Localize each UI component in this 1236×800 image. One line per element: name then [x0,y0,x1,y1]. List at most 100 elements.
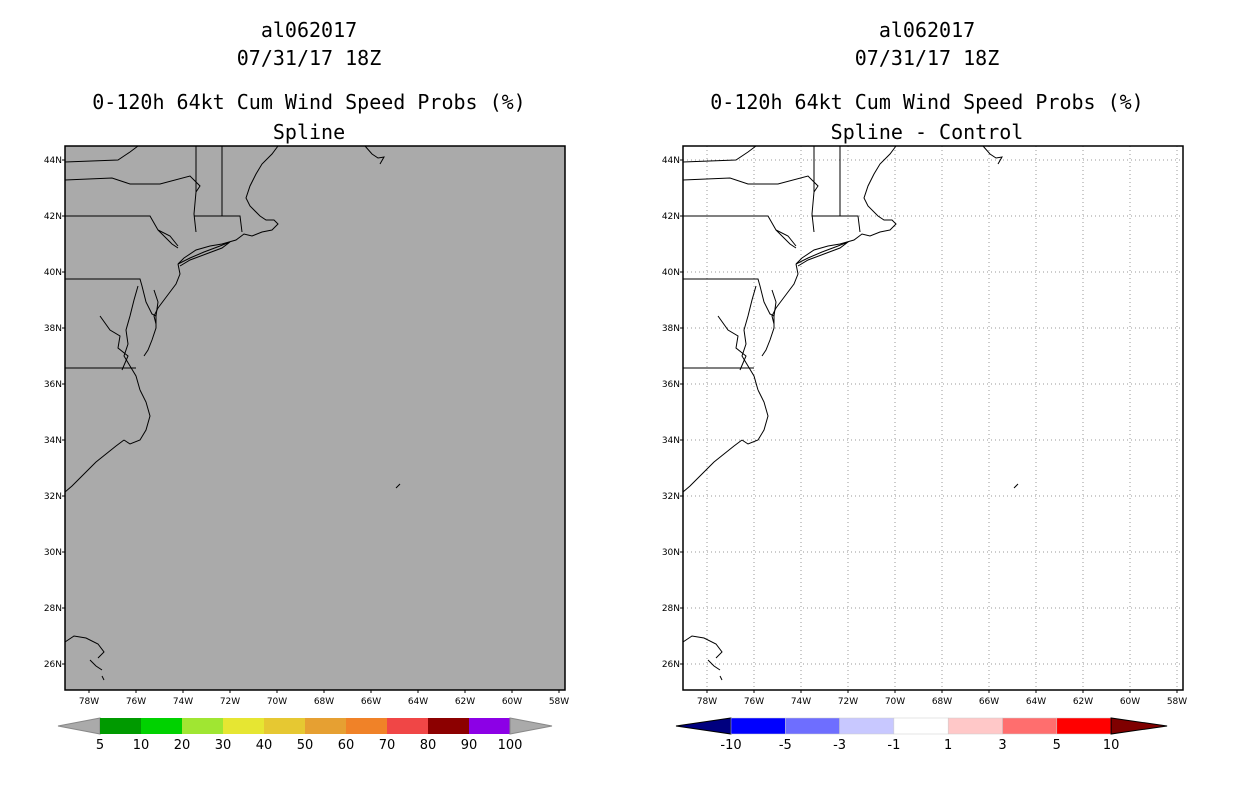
colorbar-cell [346,718,387,734]
colorbar-cell [428,718,469,734]
lat-label: 26N [44,660,62,670]
colorbar-cell [785,717,840,735]
colorbar-label: 100 [498,738,523,752]
storm-id-title: al062017 [878,18,976,42]
colorbar-label: 30 [215,738,232,752]
coastline-and-borders [64,145,401,681]
colorbar-label: 40 [256,738,273,752]
lat-label: 42N [662,212,680,222]
datetime-title: 07/31/17 18Z [854,46,1000,70]
longitude-labels: 78W 76W 74W 72W 70W 68W 66W 64W 62W 60W 58W [697,690,1187,707]
lon-label: 72W [838,697,858,707]
colorbar-cell [387,718,428,734]
map-background [65,146,565,690]
colorbar-cell [100,718,141,734]
lon-label: 70W [885,697,905,707]
lat-label: 40N [44,268,62,278]
lon-label: 62W [1073,697,1093,707]
longitude-labels: 78W 76W 74W 72W 70W 68W 66W 64W 62W 60W 58W [79,690,569,707]
lat-label: 36N [44,380,62,390]
colorbar-label: 20 [174,738,191,752]
colorbar-label: -10 [720,738,741,752]
lat-label: 40N [662,268,680,278]
probability-colorbar: 5 10 20 30 40 50 60 70 80 90 100 [57,717,553,752]
gridlines [683,146,1183,690]
colorbar-label: 60 [338,738,355,752]
lat-label: 34N [662,436,680,446]
lat-label: 44N [44,156,62,166]
left-panel: al062017 07/31/17 18Z 0-120h 64kt Cum Wi… [44,18,569,752]
colorbar-label: 80 [420,738,437,752]
lon-label: 60W [502,697,522,707]
lon-label: 76W [744,697,764,707]
colorbar-label: -1 [887,738,900,752]
lat-label: 26N [662,660,680,670]
colorbar-cell [1002,717,1058,735]
lat-label: 32N [662,492,680,502]
lat-label: 44N [662,156,680,166]
colorbar-low-arrow [57,717,101,735]
colorbar-high-arrow [509,717,553,735]
colorbar-cell [839,717,895,735]
lon-label: 78W [697,697,717,707]
colorbar-label: 1 [944,738,952,752]
colorbar-cell [182,718,223,734]
probability-map: 44N 42N 40N 38N 36N 34N 32N 30N 28N 26N 78W 76W 74W… [44,145,569,707]
colorbar-cell [730,717,786,735]
lon-label: 64W [408,697,428,707]
storm-id-title: al062017 [260,18,358,42]
product-title: 0-120h 64kt Cum Wind Speed Probs (%) [710,90,1144,114]
colorbar-label: 3 [998,738,1006,752]
colorbar-low-arrow [675,717,732,735]
lat-label: 38N [662,324,680,334]
colorbar-cell [264,718,305,734]
colorbar-label: 5 [96,738,104,752]
panel-subtitle: Spline - Control [830,120,1024,144]
lat-label: 42N [44,212,62,222]
lat-label: 30N [662,548,680,558]
colorbar-high-arrow [1110,717,1168,735]
difference-map: 44N 42N 40N 38N 36N 34N 32N 30N 28N 26N 78W 76W 74W… [662,145,1187,707]
colorbar-label: 70 [379,738,396,752]
map-frame [682,145,1184,691]
map-background [683,146,1183,690]
colorbar-label: 10 [1103,738,1120,752]
lat-label: 34N [44,436,62,446]
colorbar-cell [947,717,1003,735]
product-title: 0-120h 64kt Cum Wind Speed Probs (%) [92,90,526,114]
lon-label: 62W [455,697,475,707]
lat-label: 28N [662,604,680,614]
colorbar-cell [893,717,949,735]
latitude-labels: 44N 42N 40N 38N 36N 34N 32N 30N 28N 26N [662,156,683,670]
lon-label: 66W [979,697,999,707]
colorbar-label: 90 [461,738,478,752]
lat-label: 38N [44,324,62,334]
colorbar-cell [1056,717,1112,735]
lon-label: 60W [1120,697,1140,707]
colorbar-cell [223,718,264,734]
coastline-and-borders [682,145,1019,681]
lon-label: 58W [549,697,569,707]
colorbar-cell [469,718,510,734]
lat-label: 36N [662,380,680,390]
lat-label: 30N [44,548,62,558]
lon-label: 72W [220,697,240,707]
lat-label: 28N [44,604,62,614]
lon-label: 58W [1167,697,1187,707]
right-panel: al062017 07/31/17 18Z 0-120h 64kt Cum Wi… [618,0,1236,800]
datetime-title: 07/31/17 18Z [236,46,382,70]
difference-colorbar: -10 -5 -3 -1 1 3 5 10 [675,717,1168,752]
lon-label: 68W [314,697,334,707]
lon-label: 68W [932,697,952,707]
lat-label: 32N [44,492,62,502]
latitude-labels: 44N 42N 40N 38N 36N 34N 32N 30N 28N 26N [44,156,65,670]
colorbar-label: 50 [297,738,314,752]
lon-label: 70W [267,697,287,707]
lon-label: 64W [1026,697,1046,707]
colorbar-label: -3 [833,738,846,752]
map-frame [64,145,566,691]
lon-label: 78W [79,697,99,707]
lon-label: 76W [126,697,146,707]
lon-label: 74W [791,697,811,707]
colorbar-cell [305,718,346,734]
